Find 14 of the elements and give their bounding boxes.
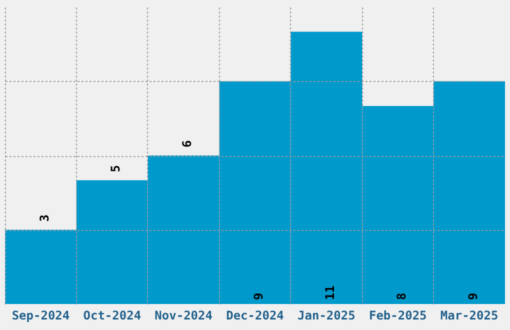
data-label: 6 bbox=[180, 140, 194, 148]
data-label: 11 bbox=[323, 286, 337, 300]
x-tick-label: Dec-2024 bbox=[226, 308, 284, 322]
x-tick-label: Feb-2025 bbox=[368, 308, 427, 322]
data-label: 8 bbox=[394, 292, 408, 300]
data-label: 3 bbox=[37, 214, 52, 222]
data-label: 5 bbox=[108, 165, 123, 172]
x-tick-label: Jan-2025 bbox=[298, 308, 356, 322]
x-tick-label: Sep-2024 bbox=[12, 308, 70, 322]
x-tick-label: Nov-2024 bbox=[154, 308, 212, 322]
x-tick-label: Mar-2025 bbox=[440, 308, 498, 322]
x-tick-label: Oct-2024 bbox=[83, 308, 142, 322]
data-label: 9 bbox=[466, 292, 480, 300]
data-label: 9 bbox=[252, 292, 266, 300]
